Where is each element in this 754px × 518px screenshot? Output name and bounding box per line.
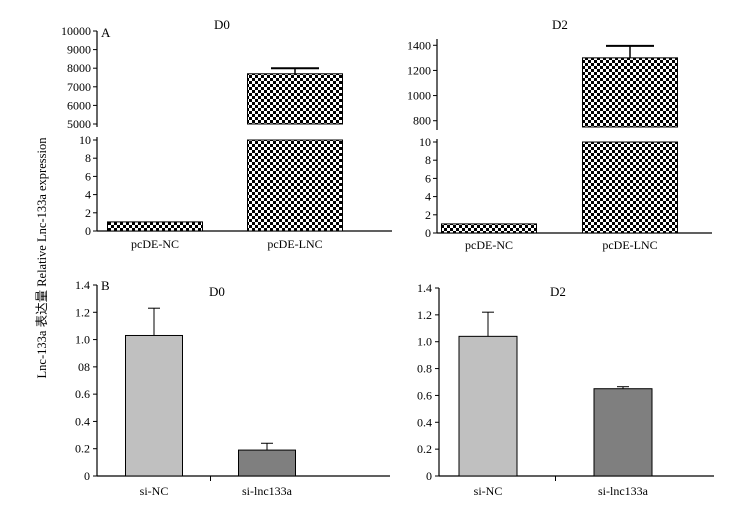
y-tick-label: 800	[413, 114, 431, 128]
chart-title: D2	[552, 17, 568, 32]
chart-title: D0	[209, 284, 225, 299]
y-tick-label: 8	[425, 153, 431, 167]
bar	[593, 388, 653, 477]
chart-title: D0	[214, 17, 230, 32]
y-tick-label: 1.2	[75, 305, 90, 319]
y-tick-label: 08	[78, 360, 90, 374]
y-tick-label: 10	[419, 135, 431, 149]
y-tick-label: 0	[426, 469, 432, 483]
panel-letter: B	[101, 278, 110, 293]
x-category-label: pcDE-LNC	[602, 238, 657, 252]
bar	[107, 221, 203, 232]
bar-lower-segment	[582, 141, 678, 234]
y-tick-label: 1.4	[417, 281, 432, 295]
axis-break-gap	[431, 130, 716, 139]
y-tick-label: 6	[425, 171, 431, 185]
chart-b-d2: D2 0 0.2 0.4 0.6 0.8 1.0 1.2 1.4 si-NC si-lnc133a	[417, 281, 714, 498]
axis-break-gap	[91, 127, 396, 137]
y-tick-label: 8	[85, 151, 91, 165]
y-tick-label: 1.0	[417, 335, 432, 349]
bar-upper-segment	[582, 57, 678, 128]
y-tick-label: 7000	[67, 80, 91, 94]
y-tick-label: 5000	[67, 117, 91, 131]
chart-a-d2: D2 800 1000 1200 1400 0 2 4 6 8 10 pcDE-NC pcDE-LNC	[407, 17, 716, 252]
x-category-label: si-lnc133a	[598, 484, 649, 498]
y-tick-label: 0.4	[417, 415, 432, 429]
bar	[441, 223, 537, 234]
y-tick-label: 10000	[61, 24, 91, 38]
panel-letter: A	[101, 25, 111, 40]
y-tick-label: 1.0	[75, 333, 90, 347]
y-tick-label: 6000	[67, 98, 91, 112]
y-tick-label: 1.4	[75, 278, 90, 292]
y-tick-label: 0.2	[75, 442, 90, 456]
y-tick-label: 0	[84, 469, 90, 483]
y-tick-label: 1200	[407, 63, 431, 77]
y-tick-label: 0	[85, 224, 91, 238]
bar-upper-segment	[247, 73, 343, 125]
y-tick-label: 8000	[67, 61, 91, 75]
x-category-label: si-NC	[474, 484, 503, 498]
y-tick-label: 6	[85, 169, 91, 183]
y-tick-label: 2	[85, 206, 91, 220]
bar-lower-segment	[247, 139, 343, 232]
y-tick-label: 1.2	[417, 308, 432, 322]
chart-b-d0: B D0 0 0.2 0.4 0.6 08 1.0 1.2 1.4 si-NC si-lnc133…	[75, 278, 390, 498]
x-category-label: pcDE-NC	[465, 238, 513, 252]
y-tick-label: 0	[425, 226, 431, 240]
y-tick-label: 0.6	[417, 388, 432, 402]
y-tick-label: 1400	[407, 38, 431, 52]
bar	[125, 334, 183, 477]
y-tick-label: 9000	[67, 43, 91, 57]
chart-a-d0: A D0 5000 6000 7000 8000 9000 10000 0 2 4 6 8 10 pcD…	[61, 17, 396, 251]
y-tick-label: 0.4	[75, 414, 90, 428]
y-tick-label: 0.6	[75, 387, 90, 401]
x-category-label: pcDE-NC	[131, 237, 179, 251]
y-tick-label: 1000	[407, 89, 431, 103]
bar	[238, 449, 296, 477]
x-category-label: pcDE-LNC	[267, 237, 322, 251]
x-category-label: si-NC	[140, 484, 169, 498]
x-category-label: si-lnc133a	[242, 484, 293, 498]
y-tick-label: 2	[425, 208, 431, 222]
y-tick-label: 4	[425, 190, 431, 204]
bar	[458, 335, 518, 477]
y-tick-label: 10	[79, 133, 91, 147]
y-tick-label: 0.8	[417, 362, 432, 376]
chart-title: D2	[550, 284, 566, 299]
y-tick-label: 4	[85, 188, 91, 202]
y-tick-label: 0.2	[417, 442, 432, 456]
shared-y-axis-label: Lnc-133a 表达量 Relative Lnc-133a expressio…	[35, 137, 49, 379]
